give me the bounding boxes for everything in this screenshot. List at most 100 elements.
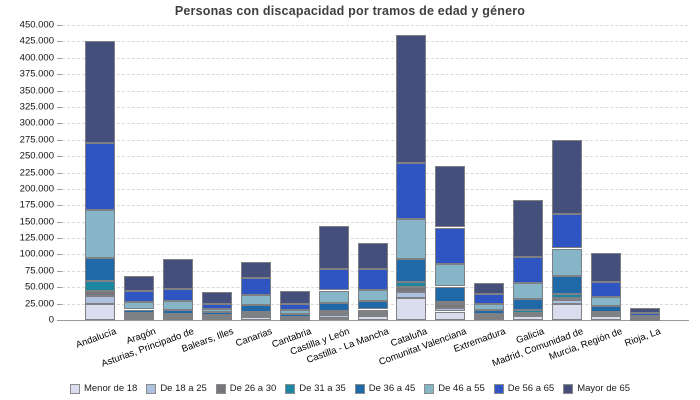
bar-segment[interactable]	[318, 290, 349, 303]
bar-segment[interactable]	[435, 227, 466, 264]
bar-segment[interactable]	[629, 316, 660, 319]
bar-segment[interactable]	[318, 310, 349, 313]
bar-segment[interactable]	[163, 314, 194, 317]
bar-segment[interactable]	[551, 294, 582, 298]
bar-segment[interactable]	[85, 280, 116, 292]
legend-item[interactable]: De 18 a 25	[146, 383, 207, 394]
bar-segment[interactable]	[279, 303, 310, 310]
bar-segment[interactable]	[357, 316, 388, 320]
bar-segment[interactable]	[202, 314, 232, 317]
bar-segment[interactable]	[513, 316, 543, 320]
bar-segment[interactable]	[357, 242, 388, 269]
bar-segment[interactable]	[163, 259, 194, 290]
bar-segment[interactable]	[357, 312, 388, 315]
bar-segment[interactable]	[629, 308, 660, 314]
bar-segment[interactable]	[474, 294, 505, 304]
bar-segment[interactable]	[474, 310, 505, 315]
bar-segment[interactable]	[590, 306, 621, 313]
bar-segment[interactable]	[202, 309, 232, 313]
bar-segment[interactable]	[163, 301, 194, 311]
bar-segment[interactable]	[318, 303, 349, 311]
bar-segment[interactable]	[85, 143, 116, 210]
bar-segment[interactable]	[202, 292, 232, 304]
bar-segment[interactable]	[357, 268, 388, 291]
legend-item[interactable]: De 46 a 55	[424, 383, 485, 394]
bar-segment[interactable]	[163, 315, 194, 318]
bar-segment[interactable]	[396, 34, 427, 163]
bar-segment[interactable]	[318, 226, 349, 269]
bar-segment[interactable]	[629, 313, 660, 316]
bar-segment[interactable]	[474, 282, 505, 295]
bar-segment[interactable]	[435, 263, 466, 287]
bar-segment[interactable]	[279, 309, 310, 315]
bar-segment[interactable]	[357, 301, 388, 310]
bar-segment[interactable]	[124, 291, 155, 302]
bar-segment[interactable]	[435, 308, 466, 312]
bar-segment[interactable]	[240, 315, 271, 318]
bar-segment[interactable]	[551, 276, 582, 295]
bar-segment[interactable]	[85, 291, 116, 297]
bar-segment[interactable]	[124, 276, 155, 292]
bar-segment[interactable]	[279, 290, 310, 304]
bar-segment[interactable]	[124, 309, 155, 314]
bar-segment[interactable]	[279, 317, 310, 320]
legend-item[interactable]: De 31 a 35	[285, 383, 346, 394]
bar-segment[interactable]	[474, 314, 505, 317]
bar-segment[interactable]	[396, 291, 427, 299]
bar-segment[interactable]	[435, 286, 466, 302]
bar-segment[interactable]	[124, 301, 155, 310]
bar-segment[interactable]	[590, 312, 621, 315]
bar-segment[interactable]	[590, 282, 621, 298]
bar-segment[interactable]	[240, 262, 271, 279]
legend-item[interactable]: Mayor de 65	[563, 383, 630, 394]
bar-segment[interactable]	[513, 299, 543, 311]
bar-segment[interactable]	[590, 297, 621, 307]
bar-segment[interactable]	[85, 209, 116, 258]
bar-segment[interactable]	[513, 200, 543, 257]
bar-segment[interactable]	[435, 311, 466, 320]
bar-segment[interactable]	[85, 41, 116, 143]
bar-segment[interactable]	[124, 313, 155, 316]
bar-segment[interactable]	[551, 300, 582, 304]
bar-segment[interactable]	[318, 318, 349, 320]
bar-segment[interactable]	[551, 248, 582, 276]
legend-item[interactable]: De 56 a 65	[493, 383, 554, 394]
bar-segment[interactable]	[513, 312, 543, 315]
bar-segment[interactable]	[435, 165, 466, 228]
bar-segment[interactable]	[396, 286, 427, 292]
bar-segment[interactable]	[85, 296, 116, 304]
bar-segment[interactable]	[240, 278, 271, 295]
bar-segment[interactable]	[474, 303, 505, 311]
bar-segment[interactable]	[513, 310, 543, 313]
bar-segment[interactable]	[396, 219, 427, 259]
bar-segment[interactable]	[551, 297, 582, 301]
bar-segment[interactable]	[551, 213, 582, 249]
bar-segment[interactable]	[318, 314, 349, 319]
bar-segment[interactable]	[124, 317, 155, 320]
bar-segment[interactable]	[85, 257, 116, 281]
legend-item[interactable]: De 36 a 45	[354, 383, 415, 394]
bar-segment[interactable]	[357, 309, 388, 313]
bar-segment[interactable]	[357, 290, 388, 302]
bar-segment[interactable]	[318, 268, 349, 291]
bar-segment[interactable]	[513, 257, 543, 284]
bar-segment[interactable]	[279, 314, 310, 318]
bar-segment[interactable]	[551, 303, 582, 320]
bar-segment[interactable]	[435, 301, 466, 305]
bar-segment[interactable]	[396, 162, 427, 220]
bar-segment[interactable]	[163, 289, 194, 301]
bar-segment[interactable]	[240, 311, 271, 314]
bar-segment[interactable]	[435, 304, 466, 309]
bar-segment[interactable]	[85, 303, 116, 320]
legend-item[interactable]: Menor de 18	[69, 383, 137, 394]
bar-segment[interactable]	[513, 283, 543, 299]
legend-item[interactable]: De 26 a 30	[215, 383, 276, 394]
bar-segment[interactable]	[318, 312, 349, 315]
bar-segment[interactable]	[202, 312, 232, 315]
bar-segment[interactable]	[396, 282, 427, 287]
bar-segment[interactable]	[240, 304, 271, 312]
bar-segment[interactable]	[396, 298, 427, 320]
bar-segment[interactable]	[163, 310, 194, 315]
bar-segment[interactable]	[202, 303, 232, 310]
bar-segment[interactable]	[357, 313, 388, 317]
